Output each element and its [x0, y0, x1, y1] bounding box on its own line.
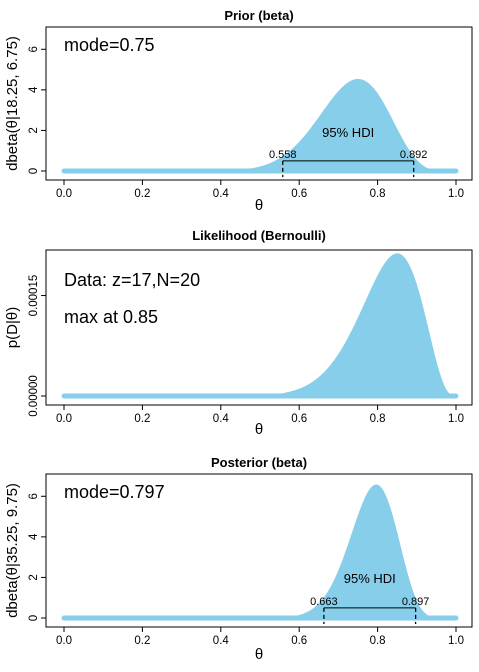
chart-panel-1: Prior (beta) 0.0 0.2 0.4 0.6 0.8 1.0 θ 0 2 4 6 dbeta… [4, 8, 473, 214]
y-axis-label: dbeta(θ|18.25, 6.75) [4, 36, 21, 171]
x-axis-label: θ [255, 197, 263, 214]
x-axis-label: θ [255, 421, 263, 438]
annotation: Data: z=17,N=20 [64, 270, 200, 290]
y-tick-label: 2 [28, 127, 40, 133]
x-tick-label: 0.0 [56, 635, 72, 647]
hdi-label: 95% HDI [344, 571, 396, 586]
hdi-low-label: 0.663 [310, 596, 338, 608]
x-tick-label: 0.2 [134, 188, 150, 200]
x-tick-label: 0.0 [56, 413, 72, 425]
hdi-high-label: 0.897 [402, 596, 430, 608]
density-area [64, 78, 456, 171]
annotation: mode=0.797 [64, 482, 165, 502]
chart-title: Prior (beta) [224, 8, 293, 23]
x-tick-label: 0.0 [56, 188, 72, 200]
chart-title: Likelihood (Bernoulli) [192, 228, 326, 243]
x-tick-label: 1.0 [448, 635, 464, 647]
hdi-low-label: 0.558 [269, 149, 297, 161]
y-tick-label: 0.00000 [28, 375, 40, 417]
chart-title: Posterior (beta) [211, 455, 307, 470]
x-tick-label: 0.8 [370, 413, 386, 425]
x-tick-label: 0.6 [291, 188, 307, 200]
x-tick-label: 0.8 [370, 188, 386, 200]
x-tick-label: 0.6 [291, 635, 307, 647]
x-tick-label: 1.0 [448, 188, 464, 200]
annotation: mode=0.75 [64, 35, 155, 55]
y-tick-label: 6 [28, 493, 40, 499]
y-tick-label: 4 [28, 86, 40, 93]
y-axis-label: p(D|θ) [4, 307, 21, 348]
y-tick-label: 0 [28, 615, 40, 621]
annotation: max at 0.85 [64, 307, 158, 327]
y-tick-label: 4 [28, 533, 40, 540]
y-tick-label: 6 [28, 46, 40, 52]
density-area [64, 253, 456, 396]
x-tick-label: 0.4 [213, 188, 230, 200]
x-tick-label: 1.0 [448, 413, 464, 425]
y-axis-label: dbeta(θ|35.25, 9.75) [4, 483, 21, 618]
hdi-high-label: 0.892 [400, 149, 428, 161]
x-tick-label: 0.8 [370, 635, 386, 647]
x-tick-label: 0.2 [134, 635, 150, 647]
y-tick-label: 0.00015 [28, 275, 40, 317]
x-tick-label: 0.4 [213, 413, 230, 425]
x-tick-label: 0.6 [291, 413, 307, 425]
x-tick-label: 0.2 [134, 413, 150, 425]
density-area [64, 484, 456, 618]
x-tick-label: 0.4 [213, 635, 230, 647]
hdi-label: 95% HDI [322, 125, 374, 140]
y-tick-label: 2 [28, 574, 40, 580]
chart-panel-2: Likelihood (Bernoulli) 0.0 0.2 0.4 0.6 0.8 1.0… [4, 228, 473, 438]
chart-panel-3: Posterior (beta) 0.0 0.2 0.4 0.6 0.8 1.0 θ 0 2 4 6 d… [4, 455, 473, 663]
x-axis-label: θ [255, 646, 263, 663]
y-tick-label: 0 [28, 168, 40, 174]
